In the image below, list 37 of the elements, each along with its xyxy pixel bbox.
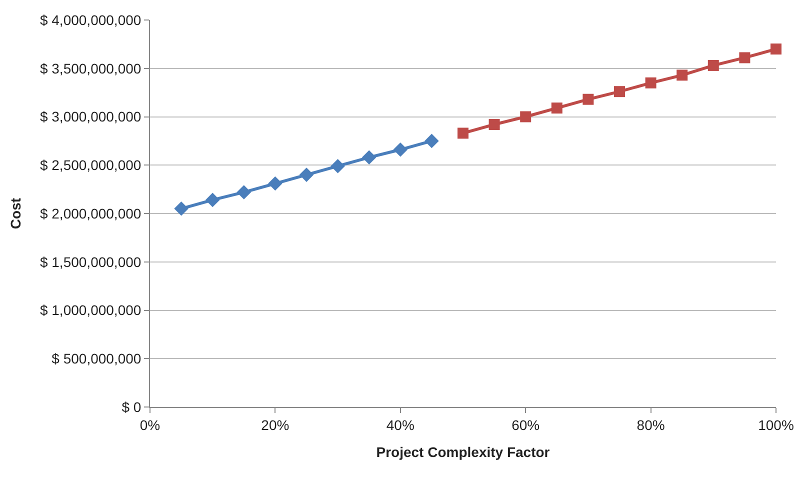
point	[268, 176, 282, 191]
y-tick-label: $ 500,000,000	[52, 350, 142, 367]
point	[676, 70, 688, 81]
point	[393, 142, 408, 157]
x-tick-label: 80%	[636, 416, 665, 433]
point	[174, 202, 188, 216]
point	[708, 60, 719, 71]
y-tick-label: $ 0	[122, 398, 142, 415]
y-tick-label: $ 4,000,000,000	[40, 12, 142, 28]
y-tick-label: $ 2,500,000,000	[40, 157, 142, 174]
point	[236, 185, 252, 200]
x-tick-label: 40%	[386, 416, 414, 433]
x-tick-label: 0%	[140, 416, 160, 433]
y-tick-label: $ 1,500,000,000	[40, 254, 142, 270]
point	[520, 111, 532, 122]
point	[551, 102, 562, 114]
x-tick-label: 60%	[512, 416, 540, 433]
point	[424, 134, 439, 148]
y-tick-label: $ 1,000,000,000	[40, 302, 142, 318]
y-axis-title: Cost	[8, 198, 24, 230]
point	[299, 168, 314, 182]
y-tick-label: $ 2,000,000,000	[40, 205, 142, 222]
x-axis-title: Project Complexity Factor	[376, 444, 550, 460]
point	[770, 44, 782, 55]
point	[739, 52, 750, 64]
point	[205, 192, 220, 208]
point	[330, 158, 345, 174]
y-tick-label: $ 3,000,000,000	[40, 108, 142, 125]
point	[488, 118, 500, 130]
point	[614, 86, 625, 98]
point	[362, 150, 376, 165]
x-tick-label: 100%	[758, 416, 794, 433]
point	[458, 128, 468, 139]
x-tick-label: 20%	[261, 416, 290, 433]
y-tick-label: $ 3,500,000,000	[40, 60, 142, 76]
point	[582, 94, 594, 105]
point	[645, 77, 656, 88]
